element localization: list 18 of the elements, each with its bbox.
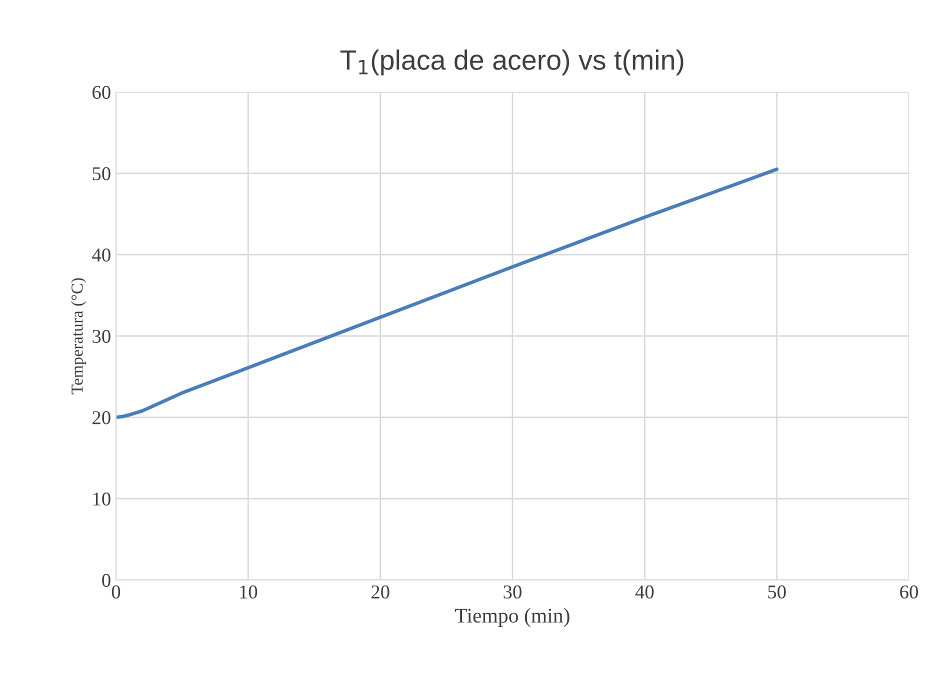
x-tick-label: 30 bbox=[504, 585, 522, 599]
x-axis-title: Tiempo (min) bbox=[455, 608, 570, 627]
x-tick-label: 40 bbox=[635, 585, 654, 599]
x-tick-label: 60 bbox=[900, 585, 918, 599]
y-tick-label: 0 bbox=[102, 574, 110, 587]
x-tick-label: 20 bbox=[371, 585, 390, 599]
y-tick-label: 60 bbox=[92, 86, 110, 99]
x-tick-label: 0 bbox=[112, 585, 120, 599]
y-tick-label: 30 bbox=[92, 330, 110, 343]
line-series bbox=[116, 168, 779, 420]
x-tick-label: 10 bbox=[240, 585, 258, 599]
y-tick-label: 50 bbox=[92, 167, 110, 180]
y-axis-title: Temperatura (°C) bbox=[71, 278, 86, 394]
y-tick-label: 20 bbox=[92, 411, 110, 424]
chart-title: T$_{1}$(placa de acero) vs t(min) bbox=[340, 50, 684, 76]
y-tick-label: 10 bbox=[93, 492, 110, 506]
x-tick-label: 50 bbox=[768, 585, 786, 599]
y-tick-label: 40 bbox=[92, 248, 110, 262]
